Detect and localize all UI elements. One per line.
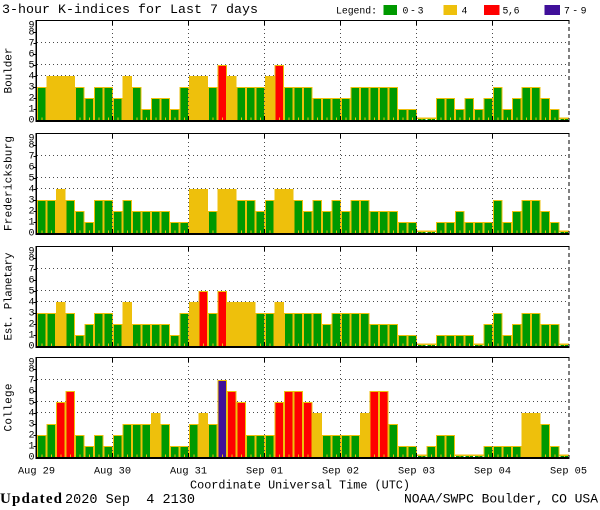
svg-text:9: 9 [28, 247, 34, 258]
svg-text:9: 9 [28, 134, 34, 145]
svg-text:Boulder: Boulder [4, 48, 16, 94]
svg-text:4: 4 [28, 72, 34, 83]
svg-text:Sep 01: Sep 01 [246, 466, 283, 478]
svg-text:7: 7 [28, 152, 34, 163]
svg-text:7-9: 7-9 [564, 6, 587, 17]
svg-text:3-hour K-indices for Last 7 da: 3-hour K-indices for Last 7 days [2, 2, 258, 17]
svg-text:5: 5 [28, 174, 34, 185]
svg-text:9: 9 [28, 358, 34, 369]
svg-text:2: 2 [28, 431, 34, 442]
svg-text:5,6: 5,6 [503, 6, 520, 17]
svg-text:7: 7 [28, 39, 34, 50]
svg-text:8: 8 [28, 28, 34, 39]
svg-text:Sep 05: Sep 05 [550, 466, 587, 478]
svg-text:2: 2 [28, 207, 34, 218]
svg-text:Fredericksburg: Fredericksburg [4, 136, 16, 231]
svg-text:Updated: Updated [0, 491, 63, 507]
svg-text:Coordinate Universal Time (UTC: Coordinate Universal Time (UTC) [190, 479, 410, 493]
svg-text:Aug 31: Aug 31 [170, 466, 207, 478]
svg-text:3: 3 [28, 196, 34, 207]
svg-text:5: 5 [28, 287, 34, 298]
svg-text:0-3: 0-3 [403, 6, 424, 17]
svg-text:Aug 30: Aug 30 [94, 466, 131, 478]
svg-text:College: College [4, 384, 16, 432]
svg-text:4: 4 [28, 298, 34, 309]
svg-text:6: 6 [28, 50, 34, 61]
svg-text:8: 8 [28, 365, 34, 376]
svg-text:Est. Planetary: Est. Planetary [4, 252, 16, 340]
svg-text:1: 1 [28, 331, 34, 342]
svg-text:9: 9 [28, 21, 34, 32]
svg-text:0: 0 [28, 229, 34, 240]
svg-text:8: 8 [28, 254, 34, 265]
svg-text:0: 0 [28, 342, 34, 353]
svg-text:4: 4 [462, 6, 468, 17]
svg-text:0: 0 [28, 453, 34, 464]
svg-text:8: 8 [28, 141, 34, 152]
svg-text:6: 6 [28, 276, 34, 287]
svg-text:Sep 04: Sep 04 [474, 466, 511, 478]
svg-text:3: 3 [28, 83, 34, 94]
svg-text:Sep 03: Sep 03 [398, 466, 435, 478]
svg-text:3: 3 [28, 309, 34, 320]
svg-text:6: 6 [28, 387, 34, 398]
svg-text:Sep 02: Sep 02 [322, 466, 359, 478]
svg-text:2: 2 [28, 94, 34, 105]
svg-text:7: 7 [28, 265, 34, 276]
svg-text:1: 1 [28, 442, 34, 453]
svg-text:4: 4 [28, 185, 34, 196]
svg-text:Legend:: Legend: [336, 6, 377, 17]
svg-text:5: 5 [28, 61, 34, 72]
svg-text:2: 2 [28, 320, 34, 331]
svg-text:1: 1 [28, 105, 34, 116]
svg-text:0: 0 [28, 116, 34, 127]
svg-text:7: 7 [28, 376, 34, 387]
svg-text:6: 6 [28, 163, 34, 174]
svg-text:4: 4 [28, 409, 34, 420]
svg-text:NOAA/SWPC Boulder, CO USA: NOAA/SWPC Boulder, CO USA [404, 492, 598, 507]
svg-text:Aug 29: Aug 29 [18, 466, 55, 478]
svg-text:5: 5 [28, 398, 34, 409]
svg-text:2020 Sep 4 2130: 2020 Sep 4 2130 [65, 493, 195, 508]
svg-text:3: 3 [28, 420, 34, 431]
svg-text:1: 1 [28, 218, 34, 229]
